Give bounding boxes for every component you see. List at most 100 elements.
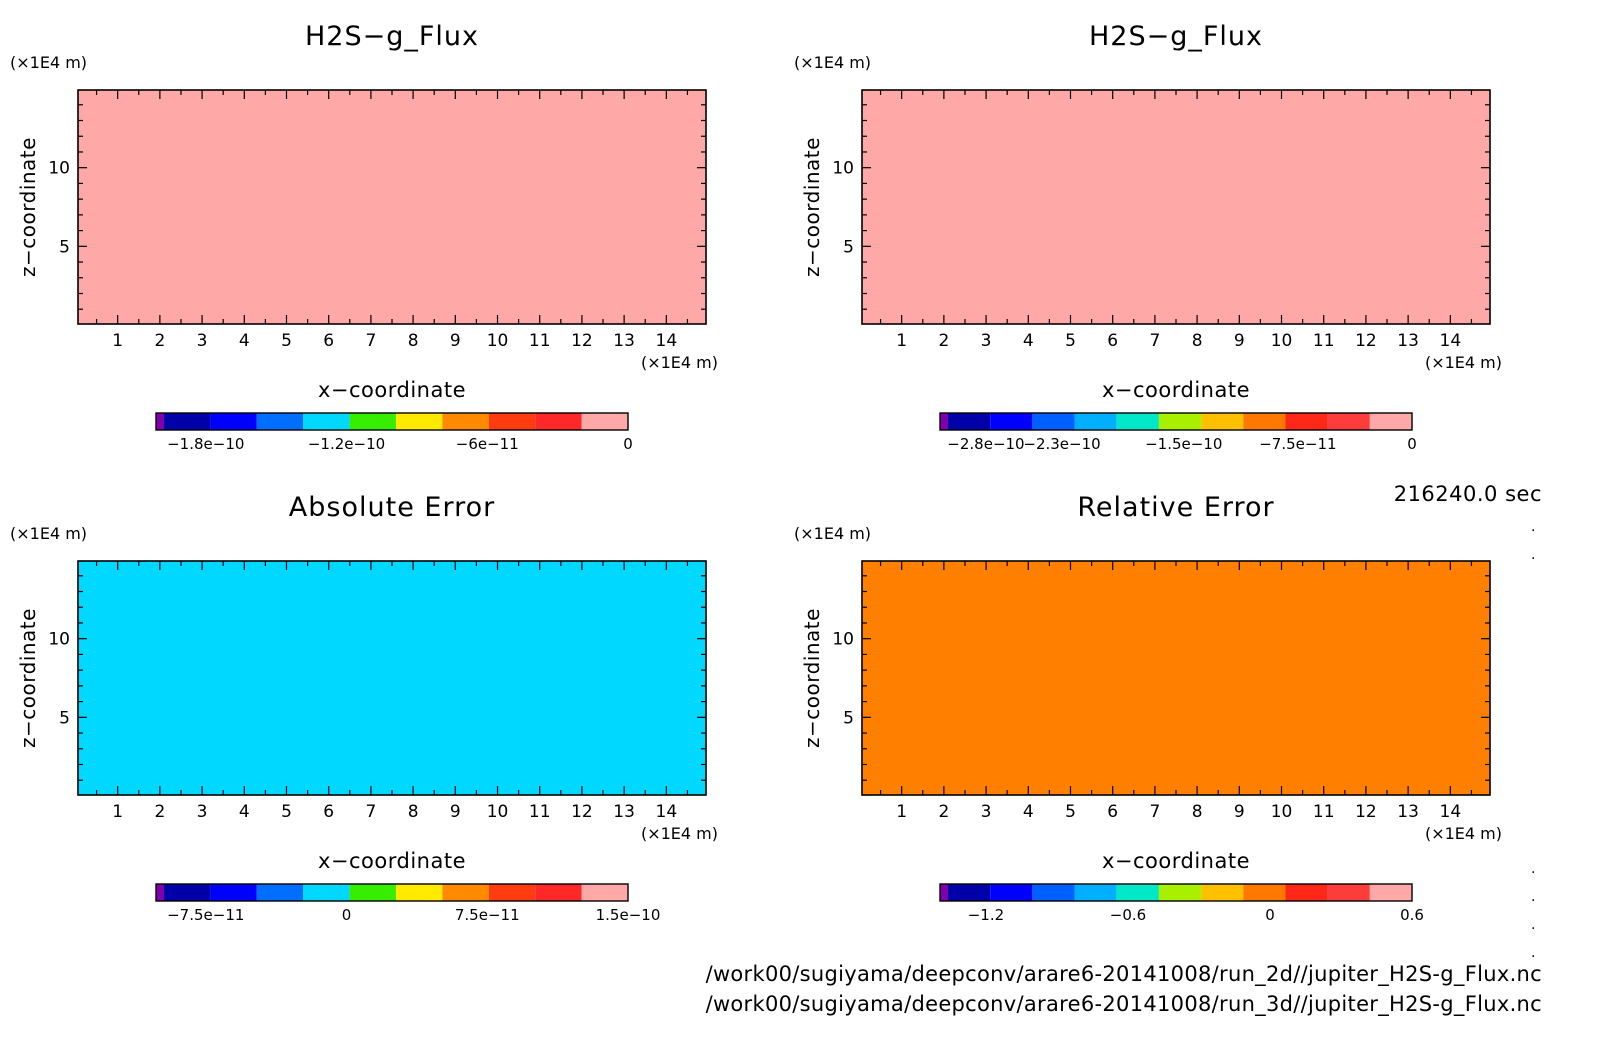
x-tick-label: 8	[1192, 331, 1203, 351]
x-tick-label: 14	[656, 331, 678, 351]
chart-panel-4: Relative Error(×1E4 m)(×1E4 m)1 2 3 4 5 6 7 8 9 1…	[794, 492, 1502, 924]
y-tick-label: 5	[843, 237, 854, 257]
x-axis-unit: (×1E4 m)	[1425, 824, 1502, 843]
x-axis-unit: (×1E4 m)	[1425, 353, 1502, 372]
x-tick-label: 2	[938, 331, 949, 351]
chart-title: H2S−g_Flux	[305, 21, 479, 52]
x-tick-label: 4	[239, 331, 250, 351]
colorbar-segment	[581, 413, 628, 430]
x-axis-label: x−coordinate	[1102, 378, 1250, 402]
x-tick-label: 5	[281, 802, 292, 822]
heatmap-field	[862, 561, 1490, 795]
colorbar-label: −7.5e−11	[167, 906, 244, 924]
colorbar-segment	[349, 413, 396, 430]
colorbar-segment	[1369, 884, 1412, 901]
colorbar-segment	[535, 884, 582, 901]
x-tick-label: 13	[1397, 802, 1419, 822]
chart-panel-2: H2S−g_Flux(×1E4 m)(×1E4 m)1 2 3 4 5 6 7 8 9 10 11 1…	[794, 21, 1502, 453]
x-tick-label: 2	[154, 802, 165, 822]
x-tick-label: 10	[1271, 802, 1293, 822]
heatmap-field	[78, 561, 706, 795]
colorbar-label: 1.5e−10	[596, 906, 661, 924]
x-tick-label: 12	[571, 802, 593, 822]
x-tick-label: 9	[450, 331, 461, 351]
x-tick-label: 10	[1271, 331, 1293, 351]
x-tick-label: 6	[1107, 802, 1118, 822]
colorbar-label: −2.3e−10	[1023, 435, 1100, 453]
x-tick-label: 3	[981, 331, 992, 351]
y-tick-label: 5	[59, 708, 70, 728]
y-tick-label: 10	[48, 159, 70, 179]
x-tick-label: 1	[896, 331, 907, 351]
x-tick-label: 7	[365, 802, 376, 822]
x-tick-label: 5	[1065, 802, 1076, 822]
heatmap-field	[862, 90, 1490, 324]
colorbar-segment	[488, 884, 536, 901]
x-tick-label: 14	[1440, 802, 1462, 822]
colorbar-segment	[1158, 413, 1202, 430]
x-tick-label: 2	[938, 802, 949, 822]
y-axis-unit: (×1E4 m)	[794, 524, 871, 543]
colorbar-label: −1.8e−10	[167, 435, 244, 453]
colorbar-label: −0.6	[1110, 906, 1146, 924]
x-tick-label: 12	[571, 331, 593, 351]
footer-file-path-1: /work00/sugiyama/deepconv/arare6-2014100…	[705, 962, 1542, 986]
x-tick-label: 8	[408, 802, 419, 822]
x-tick-label: 1	[896, 802, 907, 822]
y-tick-label: 10	[832, 159, 854, 179]
colorbar-label: 0	[623, 435, 633, 453]
colorbar-segment	[1243, 413, 1286, 430]
colorbar-segment	[535, 413, 582, 430]
colorbar-segment	[990, 884, 1033, 901]
colorbar-segment	[164, 413, 211, 430]
chart-title: H2S−g_Flux	[1089, 21, 1263, 52]
colorbar-segment	[442, 884, 489, 901]
x-tick-label: 2	[154, 331, 165, 351]
x-axis-label: x−coordinate	[1102, 849, 1250, 873]
colorbar-segment	[1032, 884, 1075, 901]
x-tick-label: 13	[1397, 331, 1419, 351]
colorbar-label: −7.5e−11	[1259, 435, 1336, 453]
colorbar-frame	[939, 412, 1413, 431]
time-label: 216240.0 sec	[1393, 482, 1542, 506]
chart-panel-3: Absolute Error(×1E4 m)(×1E4 m)1 2 3 4 5 6 7 8 9 1…	[10, 492, 718, 924]
x-axis-unit: (×1E4 m)	[641, 353, 718, 372]
y-axis-unit: (×1E4 m)	[10, 53, 87, 72]
chart-title: Absolute Error	[289, 492, 495, 523]
x-axis-label: x−coordinate	[318, 849, 466, 873]
x-axis-label: x−coordinate	[318, 378, 466, 402]
x-tick-label: 4	[239, 802, 250, 822]
x-tick-label: 7	[1149, 802, 1160, 822]
colorbar-segment	[396, 413, 443, 430]
colorbar-segment	[940, 884, 948, 901]
colorbar-label: −1.2e−10	[308, 435, 385, 453]
colorbar-segment	[488, 413, 536, 430]
colorbar-label: 7.5e−11	[455, 906, 520, 924]
y-axis-unit: (×1E4 m)	[10, 524, 87, 543]
x-tick-label: 1	[112, 802, 123, 822]
colorbar-label: 0	[1407, 435, 1417, 453]
colorbar-segment	[1369, 413, 1412, 430]
x-tick-label: 4	[1023, 802, 1034, 822]
colorbar-segment	[948, 884, 991, 901]
colorbar-label: −6e−11	[456, 435, 519, 453]
x-tick-label: 3	[197, 331, 208, 351]
x-tick-label: 7	[1149, 331, 1160, 351]
x-tick-label: 7	[365, 331, 376, 351]
x-tick-label: 12	[1355, 331, 1377, 351]
colorbar-label: −1.2	[968, 906, 1004, 924]
colorbar-frame	[155, 883, 629, 902]
x-tick-label: 3	[981, 802, 992, 822]
x-tick-label: 11	[529, 802, 551, 822]
x-tick-label: 11	[1313, 331, 1335, 351]
colorbar-label: 0.6	[1400, 906, 1424, 924]
colorbar-segment	[1243, 884, 1286, 901]
colorbar-frame	[155, 412, 629, 431]
chart-panel-1: H2S−g_Flux(×1E4 m)(×1E4 m)1 2 3 4 5 6 7 8 9 10 11 1…	[10, 21, 718, 453]
colorbar-segment	[156, 413, 164, 430]
x-tick-label: 12	[1355, 802, 1377, 822]
colorbar-segment	[1032, 413, 1075, 430]
x-tick-label: 11	[1313, 802, 1335, 822]
x-tick-label: 3	[197, 802, 208, 822]
heatmap-field	[78, 90, 706, 324]
